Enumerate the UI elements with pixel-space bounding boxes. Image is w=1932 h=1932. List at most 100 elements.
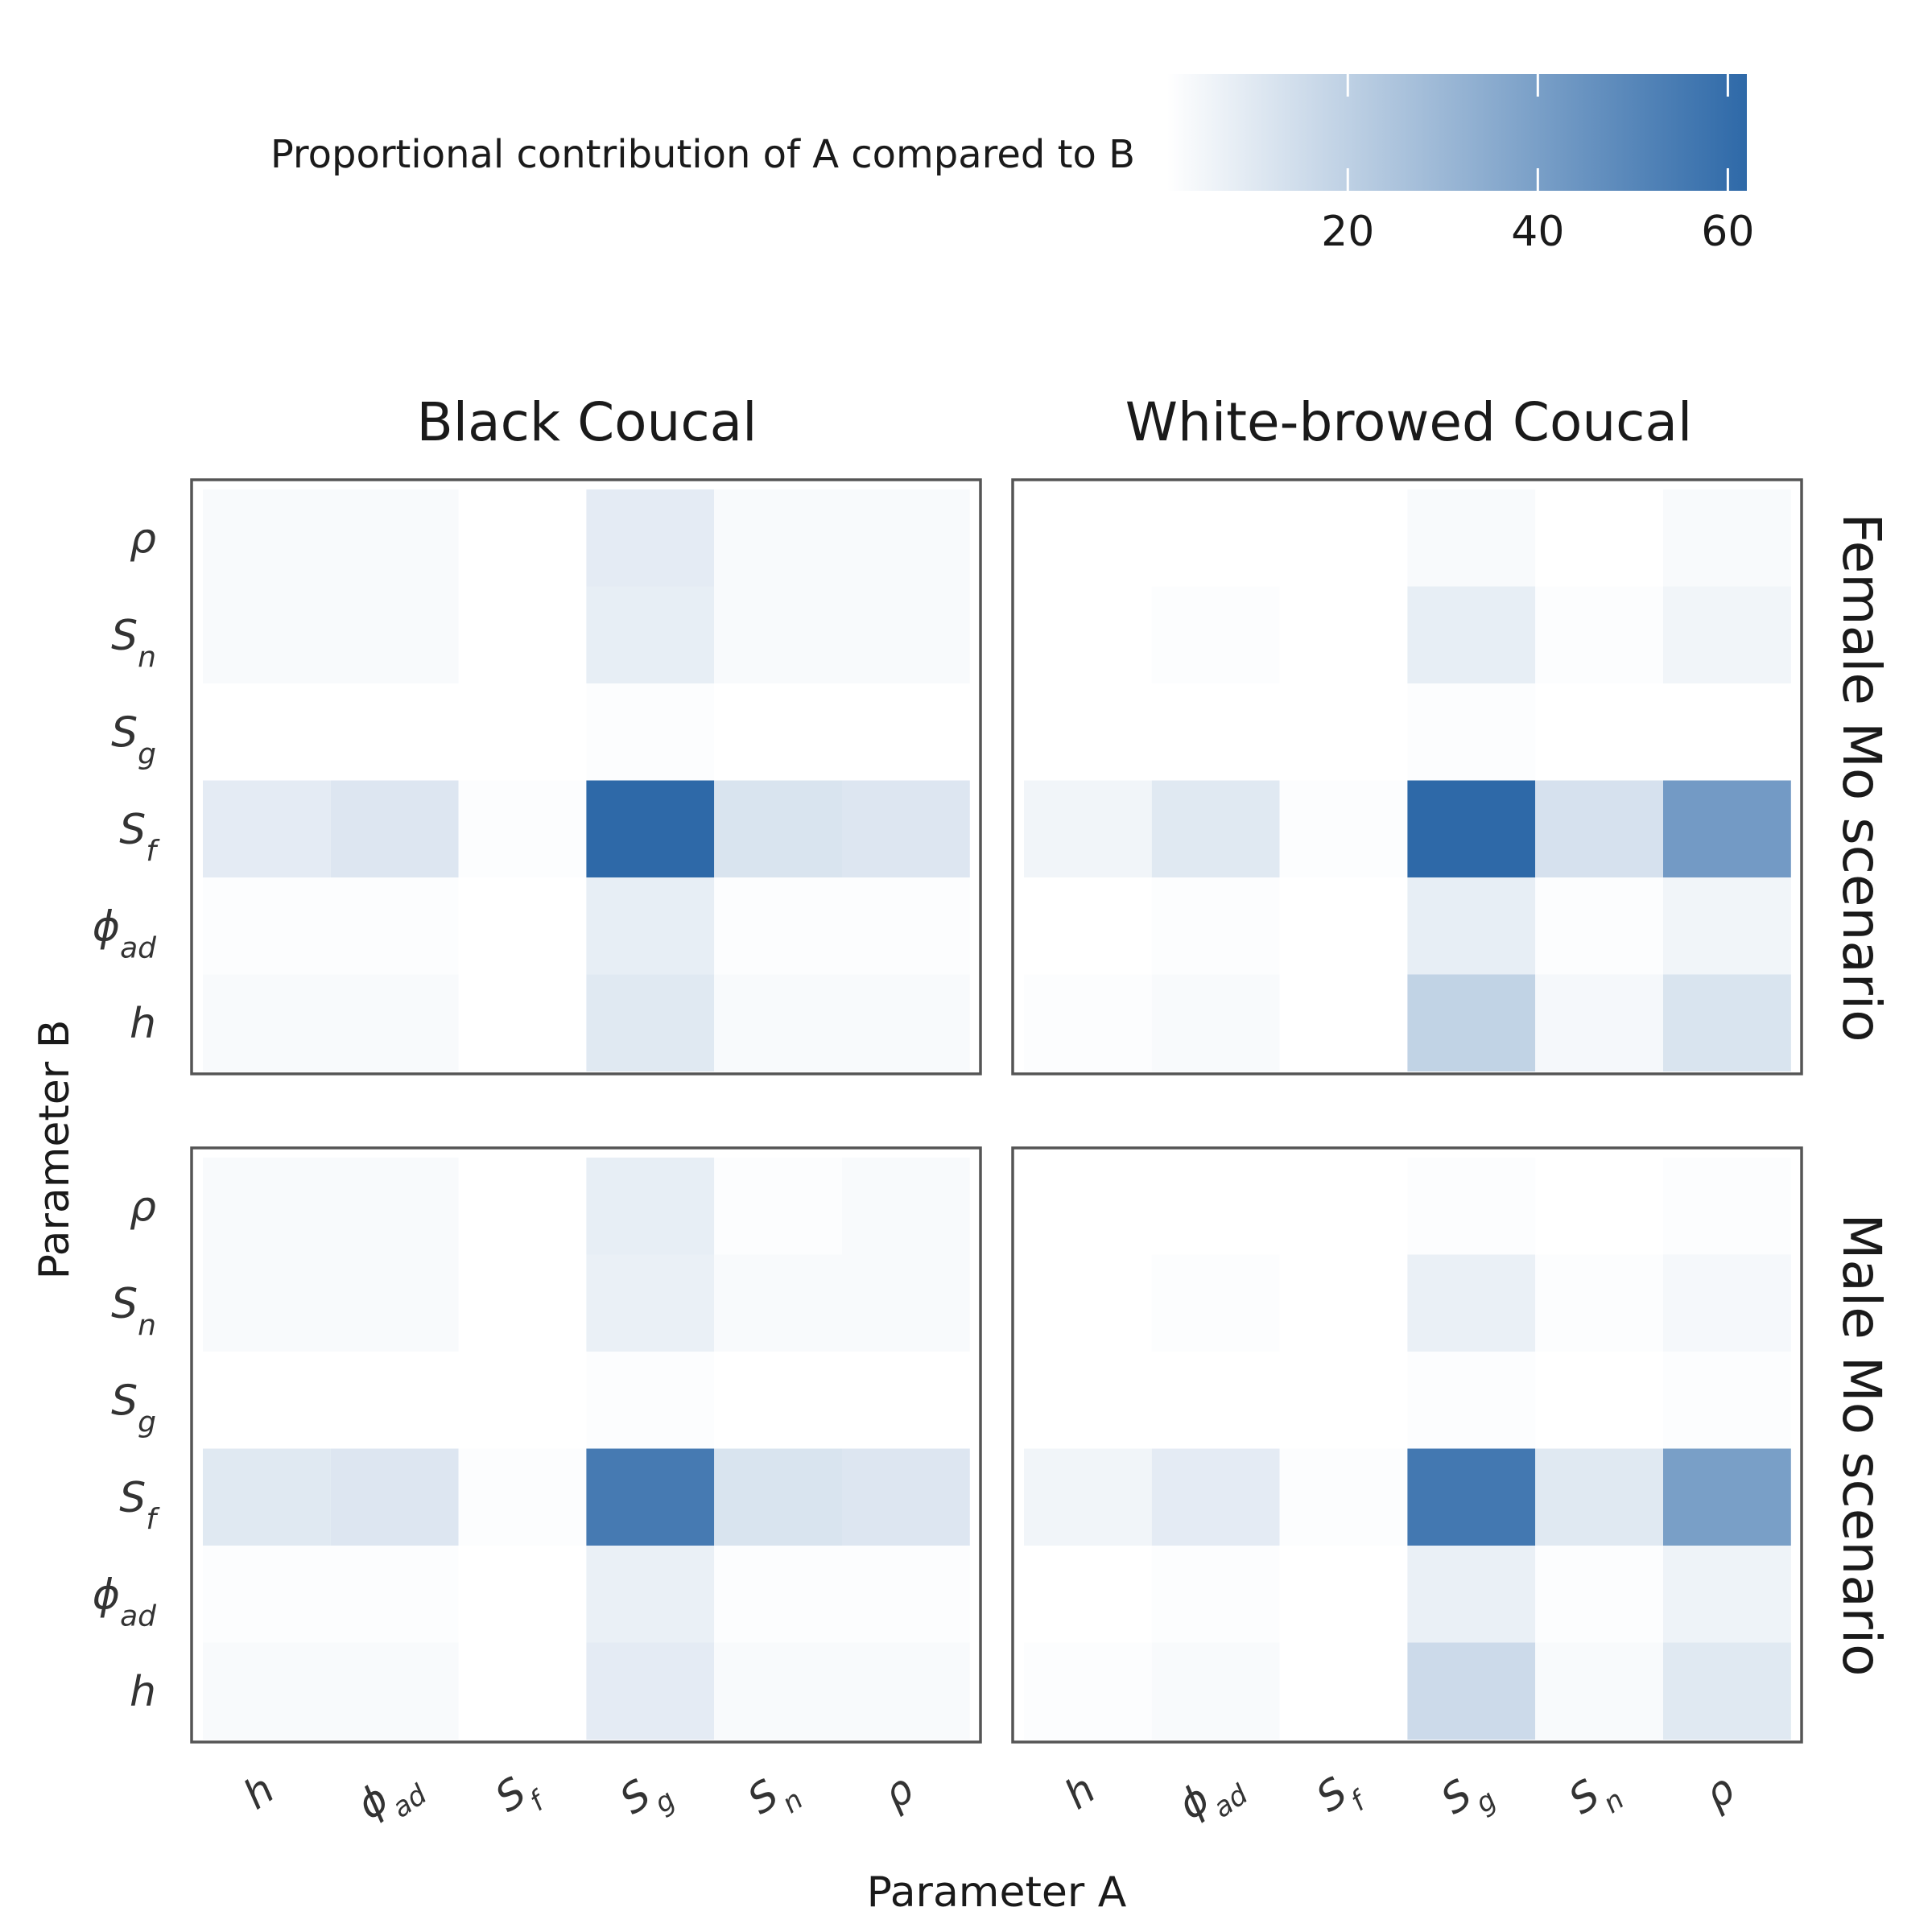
heatmap-cell — [1024, 1448, 1152, 1546]
y-tick-label: h — [130, 1000, 156, 1048]
heatmap-cell — [330, 586, 459, 683]
panel-frame — [1011, 478, 1803, 1075]
heatmap-cell — [1151, 1448, 1280, 1546]
panel-frame — [190, 1146, 982, 1744]
heatmap-cell — [1407, 1546, 1536, 1643]
heatmap-cell — [1535, 974, 1663, 1071]
heatmap-cell — [330, 1546, 459, 1643]
heatmap-cell — [330, 683, 459, 781]
colorbar-label: Proportional contribution of A compared … — [270, 132, 1135, 177]
heatmap-cell — [1407, 1254, 1536, 1352]
heatmap-cell — [203, 877, 331, 975]
heatmap-cell — [714, 877, 842, 975]
heatmap-cell — [203, 1158, 331, 1255]
heatmap-cell — [1535, 1448, 1663, 1546]
heatmap-cell — [842, 1546, 970, 1643]
heatmap-cell — [714, 586, 842, 683]
heatmap-cell — [1151, 877, 1280, 975]
heatmap-cell — [714, 1448, 842, 1546]
heatmap-cell — [586, 1352, 715, 1449]
heatmap-cell — [1535, 586, 1663, 683]
heatmap-cell — [1151, 1254, 1280, 1352]
heatmap-cell — [586, 974, 715, 1071]
heatmap-cell — [330, 1352, 459, 1449]
heatmap-cell — [330, 1254, 459, 1352]
heatmap-cell — [714, 683, 842, 781]
heatmap-cell — [203, 683, 331, 781]
heatmap-cell — [1024, 974, 1152, 1071]
heatmap-cell — [586, 683, 715, 781]
heatmap-cell — [842, 974, 970, 1071]
y-tick-label: Sg — [111, 1377, 156, 1439]
heatmap-cell — [1151, 1546, 1280, 1643]
heatmap-cell — [842, 780, 970, 877]
y-tick-label: ϕad — [93, 1571, 157, 1633]
x-tick-label: Sn — [1560, 1761, 1630, 1835]
row-title-male: Male Mo scenario — [1831, 1213, 1893, 1676]
row-title-female: Female Mo scenario — [1831, 513, 1893, 1042]
heatmap-cell — [203, 1642, 331, 1740]
col-title-white-browed-coucal: White-browed Coucal — [1125, 391, 1693, 453]
y-tick-labels: ρ Sn Sg Sf ϕad h ρ Sn Sg Sf ϕad h — [93, 514, 161, 1716]
heatmap-cell — [203, 586, 331, 683]
x-tick-label: ρ — [1695, 1765, 1743, 1818]
y-tick-label: Sf — [119, 806, 160, 868]
heatmap-cell — [714, 780, 842, 877]
y-tick-label: ϕad — [93, 902, 157, 964]
heatmap-cell — [842, 683, 970, 781]
y-tick-label: Sf — [119, 1474, 160, 1536]
heatmap-cell — [1407, 489, 1536, 587]
y-axis-label: Parameter B — [31, 1020, 79, 1280]
heatmap-cell — [1024, 780, 1152, 877]
heatmap-cell — [203, 780, 331, 877]
heatmap-cell — [842, 489, 970, 587]
y-tick-label: Sg — [111, 708, 156, 770]
x-tick-label: ϕad — [1170, 1755, 1254, 1839]
heatmap-cell — [1279, 1448, 1408, 1546]
heatmap-cell — [203, 1352, 331, 1449]
heatmap-cell — [1151, 780, 1280, 877]
heatmap-cell — [714, 1352, 842, 1449]
x-tick-label: ρ — [874, 1765, 922, 1818]
heatmap-cell — [1663, 1546, 1791, 1643]
colorbar-ticks: 20 40 60 — [1321, 74, 1754, 256]
heatmap-cell — [1663, 1352, 1791, 1449]
colorbar: Proportional contribution of A compared … — [270, 74, 1754, 256]
heatmap-cell — [1663, 1642, 1791, 1740]
heatmap-cell — [842, 1158, 970, 1255]
heatmap-cell — [1407, 1448, 1536, 1546]
heatmap-cell — [1407, 780, 1536, 877]
heatmap-cell — [330, 1642, 459, 1740]
heatmap-cell — [1407, 586, 1536, 683]
heatmap-cell — [1407, 877, 1536, 975]
heatmap-cell — [330, 1448, 459, 1546]
heatmap-cell — [330, 780, 459, 877]
heatmap-panel — [1011, 1146, 1803, 1744]
heatmap-cell — [1535, 1642, 1663, 1740]
x-tick-label: Sn — [739, 1761, 809, 1835]
heatmap-cell — [1151, 586, 1280, 683]
heatmap-panel — [190, 1146, 982, 1744]
heatmap-cell — [714, 1158, 842, 1255]
heatmap-cell — [586, 1448, 715, 1546]
heatmap-cell — [842, 1352, 970, 1449]
heatmap-cell — [1407, 683, 1536, 781]
heatmap-cell — [1279, 780, 1408, 877]
heatmap-cell — [714, 1642, 842, 1740]
y-tick-label: ρ — [130, 1183, 156, 1231]
x-tick-label: Sg — [612, 1761, 682, 1835]
heatmap-cell — [586, 1642, 715, 1740]
colorbar-tick-label: 60 — [1701, 208, 1754, 256]
heatmap-cell — [842, 1642, 970, 1740]
heatmap-cell — [842, 1254, 970, 1352]
heatmap-cell — [842, 586, 970, 683]
colorbar-tick-label: 40 — [1511, 208, 1564, 256]
heatmap-cell — [203, 1448, 331, 1546]
heatmap-cell — [1407, 1352, 1536, 1449]
heatmap-cell — [842, 877, 970, 975]
heatmap-cell — [586, 1158, 715, 1255]
heatmap-cell — [330, 1158, 459, 1255]
heatmap-cell — [586, 586, 715, 683]
heatmap-cell — [586, 1254, 715, 1352]
